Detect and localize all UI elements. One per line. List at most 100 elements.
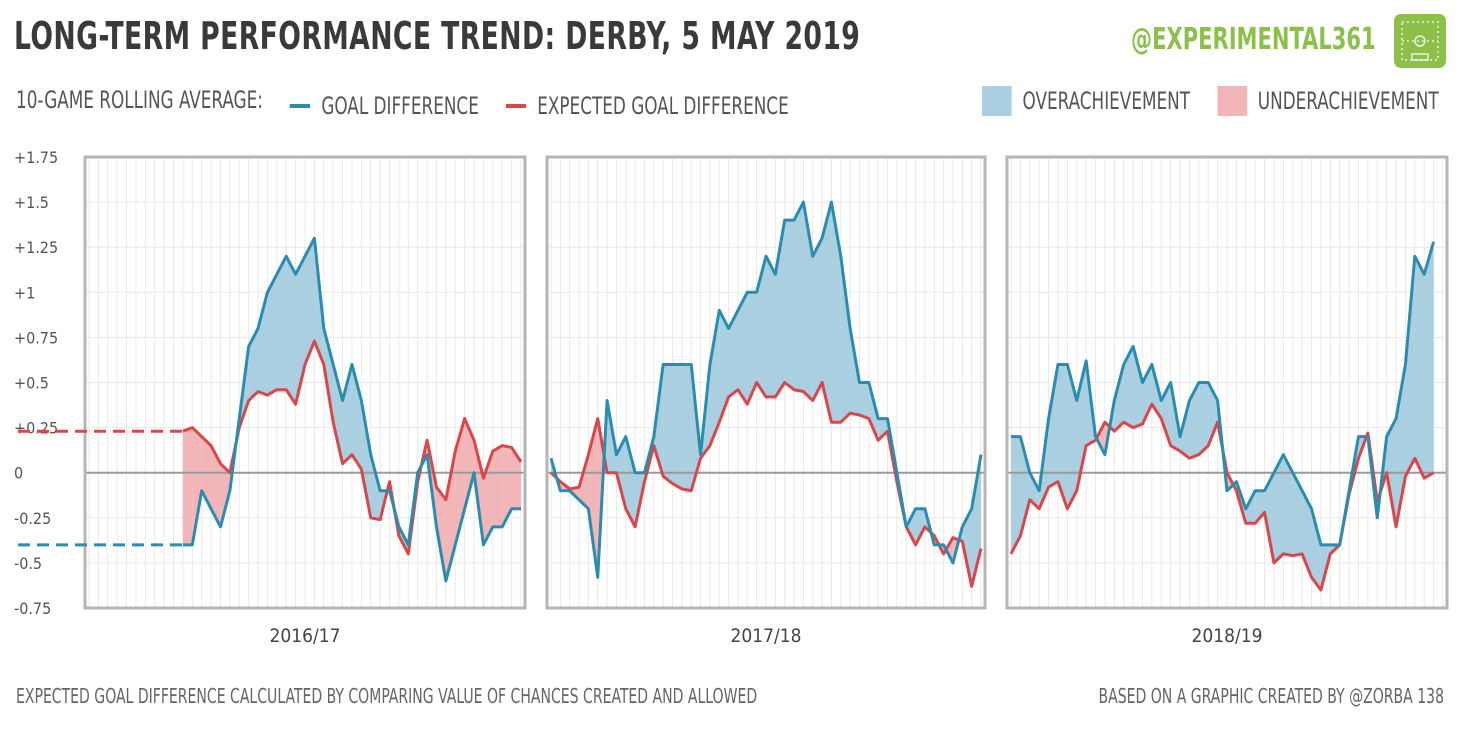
overachievement-area xyxy=(1264,472,1274,563)
overachievement-area xyxy=(812,238,823,401)
footer-note: EXPECTED GOAL DIFFERENCE CALCULATED BY C… xyxy=(16,684,758,708)
overachievement-area xyxy=(784,220,795,390)
overachievement-area xyxy=(1302,490,1312,578)
overachievement-area xyxy=(267,274,277,396)
panel-label: 2018/19 xyxy=(1192,625,1263,647)
legend-overachievement: OVERACHIEVEMENT xyxy=(982,86,1190,116)
overachievement-area xyxy=(1292,472,1303,556)
underachievement-area xyxy=(436,487,446,581)
y-tick-label: 0 xyxy=(14,464,23,483)
overachievement-area xyxy=(728,310,738,397)
footer-credit: BASED ON A GRAPHIC CREATED BY @ZORBA 138 xyxy=(1098,684,1444,708)
overachievement-area xyxy=(342,364,352,464)
gd-series-line xyxy=(182,236,521,583)
overachievement-area xyxy=(333,364,343,464)
overachievement-area xyxy=(361,400,371,518)
overachievement-area xyxy=(625,436,636,527)
overachievement-area xyxy=(1048,364,1058,488)
overachievement-area xyxy=(1311,508,1321,590)
y-tick-label: +0.25 xyxy=(14,419,58,438)
legend-expected-goal-difference: EXPECTED GOAL DIFFERENCE xyxy=(506,92,789,120)
panel-frame xyxy=(545,155,987,610)
xgd-series-line xyxy=(549,381,983,588)
underachievement-area xyxy=(492,445,503,527)
overachievement-area xyxy=(859,382,869,419)
pitch-logo-icon xyxy=(1394,14,1446,68)
overachievement-area xyxy=(351,364,362,470)
underachievement-area xyxy=(182,427,193,545)
overachievement-area xyxy=(1283,454,1293,556)
legend-underachievement: UNDERACHIEVEMENT xyxy=(1217,86,1439,116)
underachievement-area xyxy=(588,418,598,578)
underachievement-area xyxy=(220,463,230,527)
overachievement-area xyxy=(831,202,841,423)
panel-2016-17: 2016/17 xyxy=(83,155,527,647)
panel-2017-18: 2017/18 xyxy=(545,155,987,647)
overachievement-area xyxy=(1405,256,1415,477)
y-tick-label: -0.5 xyxy=(14,554,42,573)
legend-left: 10-GAME ROLLING AVERAGE: GOAL DIFFERENCE… xyxy=(16,86,811,120)
underachievement-area xyxy=(1096,422,1105,455)
overachievement-area xyxy=(822,202,832,423)
y-tick-label: -0.25 xyxy=(14,509,51,528)
overachievement-area xyxy=(305,238,315,365)
overachievement-area xyxy=(1198,382,1209,455)
panel-label: 2016/17 xyxy=(270,625,341,647)
legend-goal-difference: GOAL DIFFERENCE xyxy=(290,92,479,120)
overachievement-area xyxy=(1123,346,1134,428)
overachievement-area xyxy=(248,328,259,401)
overachievement-area xyxy=(663,364,673,484)
overachievement-area xyxy=(915,508,925,545)
overachievement-area xyxy=(1133,346,1143,428)
overachievement-area xyxy=(286,256,296,405)
y-tick-label: -0.75 xyxy=(14,599,51,618)
legend-right: OVERACHIEVEMENT UNDERACHIEVEMENT xyxy=(982,86,1439,122)
over-swatch-icon xyxy=(982,86,1012,116)
overachievement-area xyxy=(1424,241,1434,479)
overachievement-area xyxy=(747,292,757,405)
overachievement-area xyxy=(709,310,720,446)
panel-frame xyxy=(83,155,527,610)
underachievement-area xyxy=(511,447,521,509)
overachievement-area xyxy=(756,256,766,397)
y-tick-label: +0.75 xyxy=(14,328,58,347)
legend-prefix: 10-GAME ROLLING AVERAGE: xyxy=(16,86,263,114)
gd-series-line xyxy=(1011,241,1436,547)
overachievement-area xyxy=(803,202,813,401)
overachievement-area xyxy=(878,418,888,441)
overachievement-area xyxy=(719,310,729,423)
y-tick-label: +1.25 xyxy=(14,238,58,257)
overachievement-area xyxy=(258,292,268,396)
y-tick-label: +1.75 xyxy=(14,148,58,167)
gd-series-line xyxy=(549,200,983,579)
overachievement-area xyxy=(1245,490,1256,524)
page-title: LONG-TERM PERFORMANCE TREND: DERBY, 5 MA… xyxy=(14,14,861,58)
brand-handle[interactable]: @EXPERIMENTAL361 xyxy=(1131,22,1376,57)
overachievement-area xyxy=(672,364,682,489)
overachievement-area xyxy=(1020,436,1030,536)
overachievement-area xyxy=(766,256,776,397)
overachievement-area xyxy=(1114,364,1124,432)
gd-swatch-icon xyxy=(290,104,311,108)
overachievement-area xyxy=(962,508,972,587)
overachievement-area xyxy=(906,508,916,545)
y-tick-label: +1 xyxy=(14,283,35,302)
overachievement-area xyxy=(276,256,287,390)
overachievement-area xyxy=(1029,472,1040,509)
overachievement-area xyxy=(1414,256,1425,479)
underachievement-area xyxy=(502,445,512,527)
y-tick-label: +0.5 xyxy=(14,374,49,393)
y-tick-label: +1.5 xyxy=(14,193,49,212)
overachievement-area xyxy=(1255,490,1265,524)
overachievement-area xyxy=(1273,454,1284,563)
overachievement-area xyxy=(295,256,305,405)
xgd-swatch-icon xyxy=(506,104,527,108)
overachievement-area xyxy=(681,364,692,491)
overachievement-area xyxy=(737,292,748,405)
panel-2018-19: 2018/19 xyxy=(1005,155,1449,647)
overachievement-area xyxy=(1011,436,1021,554)
underachievement-area xyxy=(211,445,221,527)
overachievement-area xyxy=(840,256,851,423)
overachievement-area xyxy=(794,202,804,392)
